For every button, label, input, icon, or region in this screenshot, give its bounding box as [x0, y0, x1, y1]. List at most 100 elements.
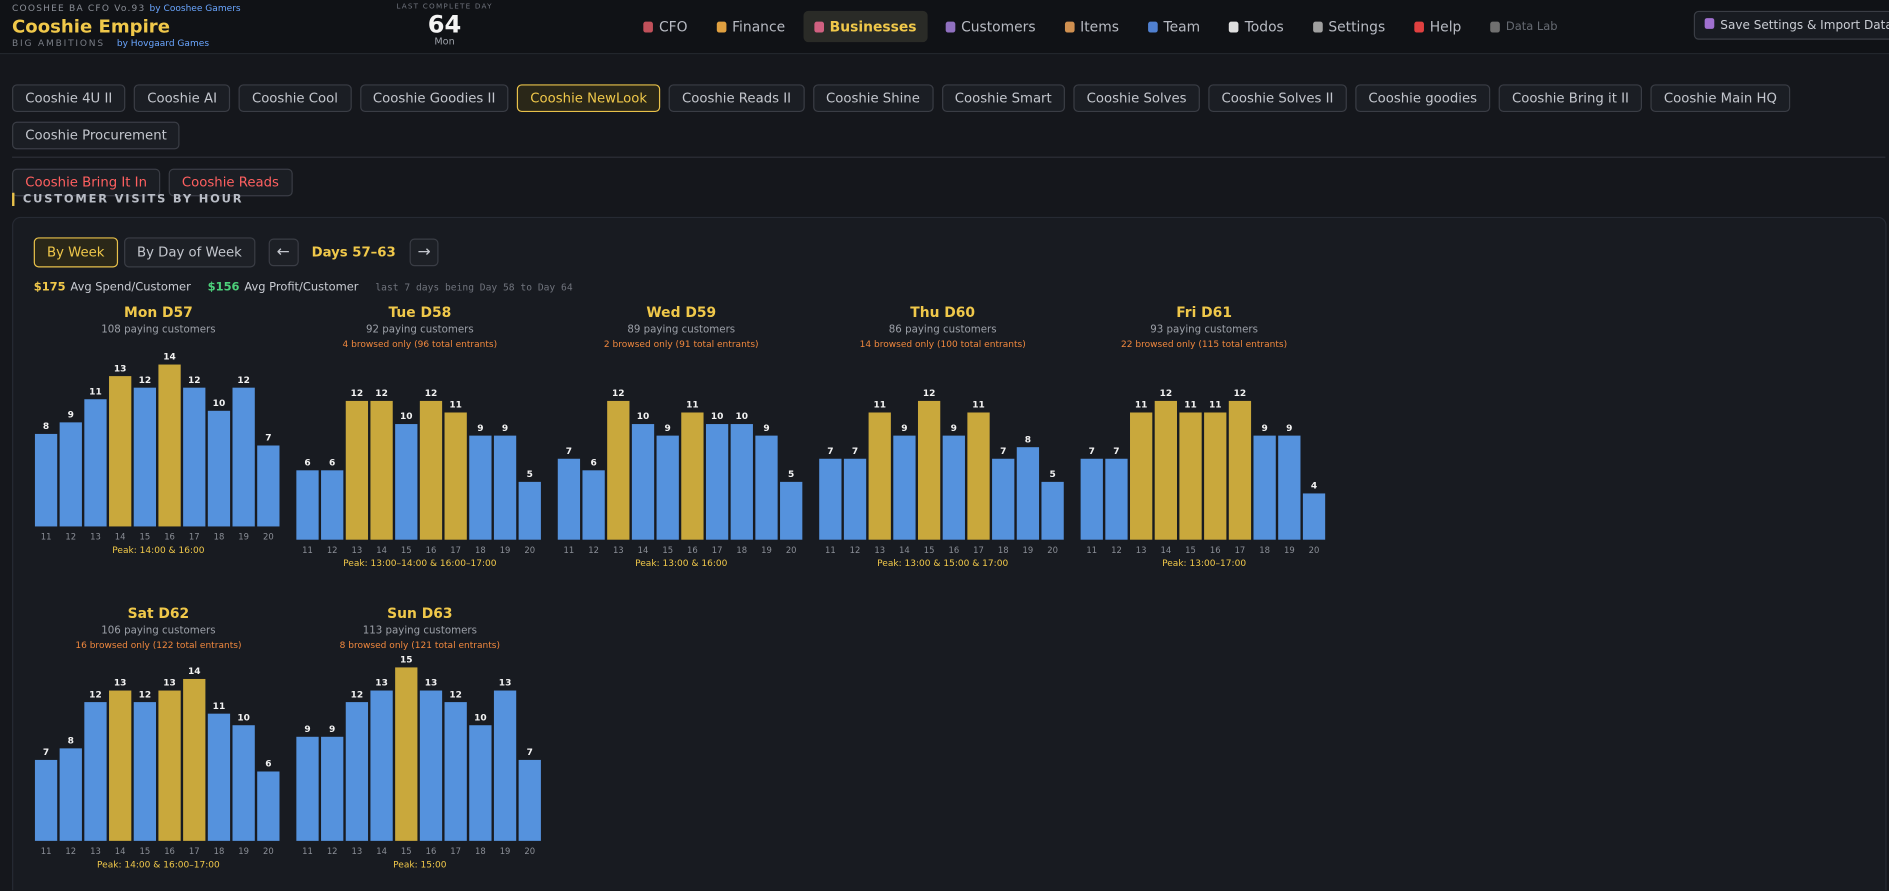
nav-item[interactable]: Todos — [1218, 11, 1294, 42]
business-tab[interactable]: Cooshie Solves — [1073, 84, 1200, 113]
alert-tab[interactable]: Cooshie Reads — [168, 168, 293, 197]
value-label: 7 — [43, 748, 49, 758]
bar — [942, 435, 965, 540]
day-name: Mon — [434, 36, 455, 47]
bar — [370, 690, 393, 841]
x-tick-label: 13 — [1136, 545, 1147, 555]
business-tab[interactable]: Cooshie Bring it II — [1498, 84, 1643, 113]
chart-note: 4 browsed only (96 total entrants) — [342, 338, 498, 350]
bar-chart: 6 11 6 12 12 13 12 14 10 15 12 16 11 17 9 18 9 19 5 20 — [296, 389, 541, 555]
view-button[interactable]: By Day of Week — [123, 237, 256, 268]
business-tab[interactable]: Cooshie Goodies II — [359, 84, 509, 113]
business-tab[interactable]: Cooshie Cool — [238, 84, 352, 113]
x-tick-label: 13 — [613, 545, 624, 555]
bar — [1130, 412, 1153, 540]
business-tab[interactable]: Cooshie Shine — [812, 84, 934, 113]
business-tab[interactable]: Cooshie Procurement — [12, 121, 181, 150]
nav-item[interactable]: Items — [1054, 11, 1130, 42]
value-label: 10 — [736, 412, 749, 422]
x-tick-label: 15 — [401, 545, 412, 555]
value-label: 9 — [304, 725, 310, 735]
value-label: 11 — [1209, 401, 1222, 411]
value-label: 10 — [400, 412, 413, 422]
chart-subtitle: 108 paying customers — [101, 324, 216, 337]
day-label: LAST COMPLETE DAY — [396, 2, 493, 11]
subtitle-by: by Hovgaard Games — [116, 37, 210, 49]
value-label: 7 — [527, 748, 533, 758]
x-tick-label: 17 — [189, 846, 200, 856]
value-label: 7 — [827, 447, 833, 457]
nav-item[interactable]: Data Lab — [1479, 11, 1568, 42]
stats: $175 Avg Spend/Customer $156 Avg Profit/… — [34, 281, 573, 294]
x-tick-label: 12 — [1111, 545, 1122, 555]
x-tick-label: 15 — [401, 846, 412, 856]
nav-item[interactable]: Finance — [706, 11, 796, 42]
business-tab[interactable]: Cooshie Smart — [941, 84, 1065, 113]
view-button[interactable]: By Week — [33, 237, 118, 268]
bar — [518, 759, 541, 841]
business-tab[interactable]: Cooshie AI — [133, 84, 231, 113]
chart-title: Wed D59 — [646, 303, 717, 321]
save-button[interactable]: Save Settings & Import Data — [1693, 10, 1889, 40]
nav-icon — [1414, 21, 1424, 32]
chart-subtitle: 113 paying customers — [362, 625, 477, 638]
value-label: 12 — [923, 389, 936, 399]
subtitle-text: BIG AMBITIONS — [12, 37, 105, 49]
nav-label: Todos — [1244, 18, 1284, 35]
bar — [607, 400, 630, 540]
x-tick-label: 11 — [41, 532, 52, 542]
x-tick-label: 18 — [475, 545, 486, 555]
x-tick-label: 11 — [564, 545, 575, 555]
spend-label: Avg Spend/Customer — [70, 280, 191, 294]
x-tick-label: 17 — [973, 545, 984, 555]
value-label: 6 — [265, 760, 271, 770]
bar — [257, 771, 280, 841]
bar-chart: 7 11 8 12 12 13 13 14 12 15 13 16 14 17 11 18 10 19 6 20 — [34, 667, 280, 856]
chart-title: Tue D58 — [388, 303, 452, 321]
x-tick-label: 18 — [1259, 545, 1270, 555]
controls: By Week By Day of Week ← Days 57–63 → — [33, 237, 440, 268]
chart-title: Sat D62 — [127, 604, 190, 622]
alert-tab[interactable]: Cooshie Bring It In — [12, 168, 161, 197]
value-label: 11 — [873, 401, 886, 411]
bar — [34, 759, 58, 841]
nav-item[interactable]: Settings — [1302, 11, 1396, 42]
value-label: 6 — [590, 458, 596, 468]
business-tab[interactable]: Cooshie NewLook — [517, 84, 661, 113]
bar — [1228, 400, 1252, 540]
nav-item[interactable]: Team — [1137, 11, 1211, 42]
business-tab[interactable]: Cooshie Reads II — [668, 84, 805, 113]
value-label: 6 — [304, 458, 310, 468]
peak-label: Peak: 13:00–14:00 & 16:00–17:00 — [343, 557, 497, 569]
chart: Tue D58 92 paying customers 4 browsed only… — [295, 304, 544, 569]
business-tab[interactable]: Cooshie goodies — [1355, 84, 1491, 113]
bar — [1154, 400, 1177, 540]
x-tick-label: 12 — [850, 545, 861, 555]
x-tick-label: 19 — [500, 545, 511, 555]
value-label: 7 — [852, 447, 858, 457]
business-tab[interactable]: Cooshie Main HQ — [1650, 84, 1791, 113]
peak-label: Peak: 15:00 — [393, 858, 447, 870]
app-by: by Cooshee Gamers — [149, 2, 241, 14]
nav-item[interactable]: CFO — [632, 11, 698, 42]
business-tab[interactable]: Cooshie Solves II — [1208, 84, 1347, 113]
bar — [755, 435, 778, 540]
bar — [444, 702, 467, 841]
stats-note: last 7 days being Day 58 to Day 64 — [375, 281, 573, 293]
chart-subtitle: 89 paying customers — [627, 324, 736, 337]
nav-item[interactable]: Help — [1403, 11, 1472, 42]
next-button[interactable]: → — [409, 238, 440, 267]
nav-item[interactable]: Businesses — [803, 10, 928, 43]
chart-title: Sun D63 — [387, 604, 453, 622]
nav-item[interactable]: Customers — [935, 11, 1047, 42]
x-tick-label: 20 — [786, 545, 797, 555]
value-label: 9 — [1286, 424, 1292, 434]
bar — [1016, 447, 1040, 540]
nav-label: Data Lab — [1505, 19, 1558, 34]
app-title: Cooshie Empire — [12, 15, 170, 38]
business-tab[interactable]: Cooshie 4U II — [12, 84, 126, 113]
bar — [631, 424, 655, 540]
bar — [1253, 435, 1276, 540]
prev-button[interactable]: ← — [268, 238, 299, 267]
